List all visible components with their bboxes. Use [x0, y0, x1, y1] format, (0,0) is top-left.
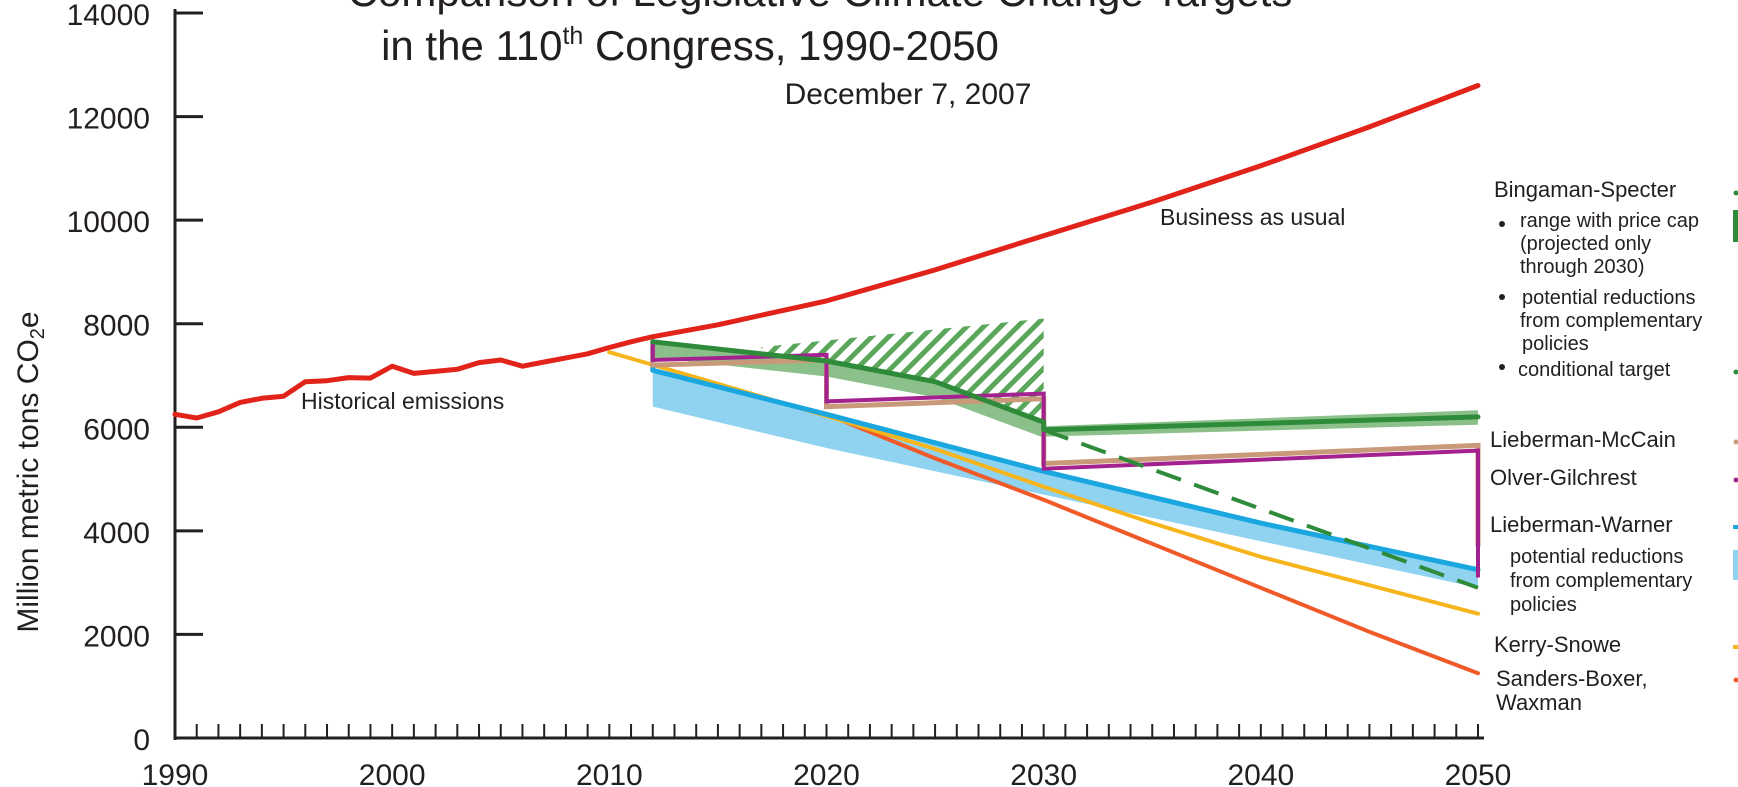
x-tick-label: 2030 — [1010, 759, 1077, 787]
historical-emissions-line — [172, 334, 656, 421]
y-tick-label: 4000 — [83, 517, 150, 550]
legend-bs-item2-c: policies — [1522, 333, 1589, 355]
bingaman-specter-conditional-line — [1043, 428, 1479, 590]
legend-bs-title: Bingaman-Specter — [1494, 177, 1676, 202]
legend-swatch-lw — [1733, 525, 1738, 529]
y-tick-label: 14000 — [67, 0, 150, 32]
legend-bs-item1-b: (projected only — [1520, 233, 1651, 255]
y-tick-label: 12000 — [67, 103, 150, 136]
legend-lw-sub-a: potential reductions — [1510, 546, 1683, 568]
y-tick-label: 8000 — [83, 310, 150, 343]
y-tick-label: 10000 — [67, 206, 150, 239]
legend-lw-sub-c: policies — [1510, 594, 1577, 616]
legend: Bingaman-Specter range with price cap (p… — [1490, 177, 1738, 715]
legend-bs-item2-b: from complementary — [1520, 310, 1702, 332]
chart-subtitle: December 7, 2007 — [785, 78, 1032, 111]
x-tick-label: 2040 — [1227, 759, 1294, 787]
y-tick-label: 6000 — [83, 413, 150, 446]
legend-bullet — [1499, 294, 1505, 300]
legend-sb-a: Sanders-Boxer, — [1496, 666, 1648, 691]
x-tick-label: 2020 — [793, 759, 860, 787]
legend-swatch-ks — [1733, 645, 1738, 649]
legend-og: Olver-Gilchrest — [1490, 465, 1637, 490]
x-tick-label: 2000 — [359, 759, 426, 787]
chart-title: Comparison of Legislative Climate Change… — [348, 0, 1293, 15]
legend-swatch-sb — [1733, 677, 1738, 683]
legend-lw: Lieberman-Warner — [1490, 512, 1673, 537]
x-tick-label: 2010 — [576, 759, 643, 787]
lieberman-mccain-line — [650, 341, 1481, 547]
legend-bs-item1-c: through 2030) — [1520, 256, 1645, 278]
y-axis-label: Million metric tons CO2e — [12, 311, 49, 632]
business-as-usual-line — [650, 83, 1481, 340]
legend-sb-b: Waxman — [1496, 690, 1582, 715]
legend-swatch-lw-range — [1733, 550, 1738, 580]
legend-bullet — [1499, 364, 1505, 370]
y-tick-label: 0 — [133, 724, 150, 757]
legend-bs-item2-a: potential reductions — [1522, 287, 1695, 309]
annotation-bau: Business as usual — [1160, 204, 1345, 230]
chart-title-line2: in the 110th Congress, 1990-2050 — [381, 22, 999, 69]
legend-ks: Kerry-Snowe — [1494, 632, 1621, 657]
bingaman-specter-line — [650, 339, 1481, 433]
series-lines — [172, 83, 1481, 676]
areas — [652, 318, 1478, 588]
axes: 0 2000 4000 6000 8000 10000 12000 14000 1990 2000… — [67, 0, 1512, 787]
annotation-historical: Historical emissions — [301, 388, 504, 414]
legend-lw-sub-b: from complementary — [1510, 570, 1692, 592]
legend-lm: Lieberman-McCain — [1490, 427, 1676, 452]
bs-complementary-area — [652, 342, 1044, 438]
sanders-boxer-waxman-line — [824, 412, 1480, 676]
legend-swatch-lm — [1733, 439, 1738, 445]
legend-swatch-bs-cond — [1733, 369, 1738, 375]
legend-swatch-bs — [1733, 190, 1738, 196]
legend-swatch-bs-range — [1733, 210, 1738, 242]
legend-bs-item1-a: range with price cap — [1520, 210, 1699, 232]
legend-bullet — [1499, 221, 1505, 227]
bs-price-cap-range — [761, 318, 1044, 423]
legend-swatch-og — [1733, 477, 1738, 483]
x-tick-label: 1990 — [142, 759, 209, 787]
y-tick-label: 2000 — [83, 620, 150, 653]
x-tick-label: 2050 — [1445, 759, 1512, 787]
legend-bs-item3: conditional target — [1518, 359, 1671, 381]
olver-gilchrest-line — [650, 341, 1480, 578]
